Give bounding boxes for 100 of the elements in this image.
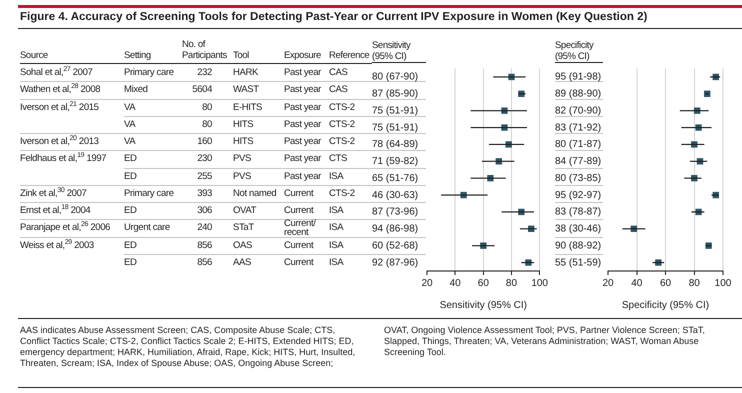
text: PVS (233, 153, 251, 164)
text: VA (124, 136, 136, 148)
data-label: 75 (51-91) (372, 105, 418, 116)
data-label: 55 (51-59) (555, 257, 602, 268)
text: Iverson et al,$^{20}$ 2013 (20, 135, 99, 148)
text: CTS-2 (329, 102, 355, 113)
text: CTS-2 (329, 136, 355, 148)
text: VA (124, 118, 136, 130)
text: E-HITS (233, 102, 262, 113)
text: PVS (233, 170, 251, 182)
data-label: 46 (30-63) (372, 190, 418, 201)
data-label: 38 (30-46) (555, 224, 602, 235)
text: 240 (197, 222, 212, 234)
text: CAS (329, 84, 348, 96)
text: HARK (233, 67, 258, 78)
text: Past year (284, 170, 321, 182)
text: HITS (233, 136, 254, 148)
text: CAS (329, 67, 348, 78)
text: 255 (197, 170, 212, 182)
text: ED (124, 256, 136, 268)
text: 856 (197, 240, 212, 251)
data-label: 87 (85-90) (372, 88, 418, 100)
text: Current (284, 240, 314, 251)
x-tick-label: 20 (421, 278, 433, 289)
x-axis-title: Sensitivity (95% CI) (440, 300, 527, 311)
text: CTS (329, 153, 347, 164)
category-label: Tool (233, 50, 249, 61)
text: Sohal et al,$^{27}$ 2007 (20, 66, 92, 78)
text: HITS (233, 118, 254, 130)
text: Weiss et al,$^{29}$ 2003 (20, 238, 94, 251)
text: Paranjape et al,$^{26}$ 2006 (20, 221, 110, 234)
x-tick-label: 80 (688, 278, 700, 289)
text: ED (124, 240, 136, 251)
text: Not named (233, 188, 276, 199)
text: Past year (284, 153, 321, 164)
text: Current/ recent (284, 218, 316, 238)
text: Primary care (124, 67, 174, 78)
text: Figure 4. Accuracy of Screening Tools for Detecting Past-Year or Current IPV Exposure in Women (Key Question 2) (20, 11, 648, 23)
text: ISA (329, 170, 344, 182)
text: 306 (197, 205, 212, 216)
data-label: 87 (73-96) (372, 206, 418, 218)
text: Past year (284, 84, 321, 96)
text: AAS (233, 256, 251, 268)
data-label: 80 (67-90) (372, 72, 418, 83)
category-label: Exposure (284, 50, 321, 61)
data-label: 71 (59-82) (372, 156, 418, 168)
category-label: Setting (124, 50, 151, 61)
data-label: 94 (86-98) (372, 224, 418, 235)
text: ISA (329, 205, 344, 216)
text: OAS (233, 240, 252, 251)
text: 160 (197, 136, 212, 148)
text: OVAT (233, 205, 256, 216)
text: ED (124, 205, 136, 216)
text: CTS-2 (329, 188, 355, 199)
text: 5604 (192, 84, 212, 96)
text: Wathen et al,$^{28}$ 2008 (20, 83, 100, 96)
text: ISA (329, 240, 344, 251)
x-tick-label: 40 (631, 278, 643, 289)
text: Ernst et al,$^{18}$ 2004 (20, 204, 90, 216)
text: 856 (197, 256, 212, 268)
text: ED (124, 153, 136, 164)
data-label: 84 (77-89) (555, 156, 602, 168)
x-tick-label: 80 (506, 278, 518, 289)
text: Current (284, 205, 314, 216)
x-tick-label: 20 (602, 278, 614, 289)
text: Primary care (124, 188, 174, 199)
text: Iverson et al,$^{21}$ 2015 (20, 100, 99, 113)
data-label: 78 (64-89) (372, 139, 418, 150)
text: 80 (202, 102, 212, 113)
category-label: Reference (329, 50, 370, 61)
text: ED (124, 170, 136, 182)
data-label: 89 (88-90) (555, 88, 602, 100)
data-label: 83 (78-87) (555, 206, 602, 218)
data-label: 90 (88-92) (555, 240, 602, 252)
category-label: No. of Participants (182, 39, 228, 61)
data-label: 80 (71-87) (555, 139, 602, 150)
text: Past year (284, 67, 321, 78)
text: 393 (197, 188, 212, 199)
x-tick-label: 60 (660, 278, 672, 289)
data-label: 60 (52-68) (372, 240, 418, 252)
text: CTS-2 (329, 118, 355, 130)
data-label: 65 (51-76) (372, 172, 418, 184)
text: ISA (329, 256, 344, 268)
text: WAST (233, 84, 259, 96)
text: VA (124, 102, 136, 113)
text: Feldhaus et al,$^{19}$ 1997 (20, 152, 106, 164)
text: AAS indicates Abuse Assessment Screen; CAS, Composite Abuse Scale; CTS, Conflict Tactics Scale; CTS-2, Conflict Tactics Scale 2; E-HITS, Extended HITS; ED, emergency department; HARK, Humiliation, Afraid, Rape, Kick; HITS, Hurt, Insulted, Threaten, Scream; ISA, Index of Spouse Abuse; OAS, Ongoing Abuse Screen; OVAT, Ongoing Violence Assessment Tool; PVS, Partner Violence Screen; STaT, Slapped, Things, Threaten; VA, Veterans Administration; WAST, Woman Abuse Screening Tool. (20, 325, 705, 368)
x-tick-label: 100 (714, 278, 732, 289)
text: Past year (284, 102, 321, 113)
text: Past year (284, 118, 321, 130)
text: Mixed (124, 84, 148, 96)
x-tick-label: 40 (450, 278, 462, 289)
data-label: 75 (51-91) (372, 122, 418, 134)
text: Current (284, 256, 314, 268)
text: STaT (233, 222, 254, 234)
text: 230 (197, 153, 212, 164)
data-label: 95 (92-97) (555, 190, 602, 201)
data-label: 82 (70-90) (555, 105, 602, 116)
text: Urgent care (124, 222, 170, 234)
text: 80 (202, 118, 212, 130)
